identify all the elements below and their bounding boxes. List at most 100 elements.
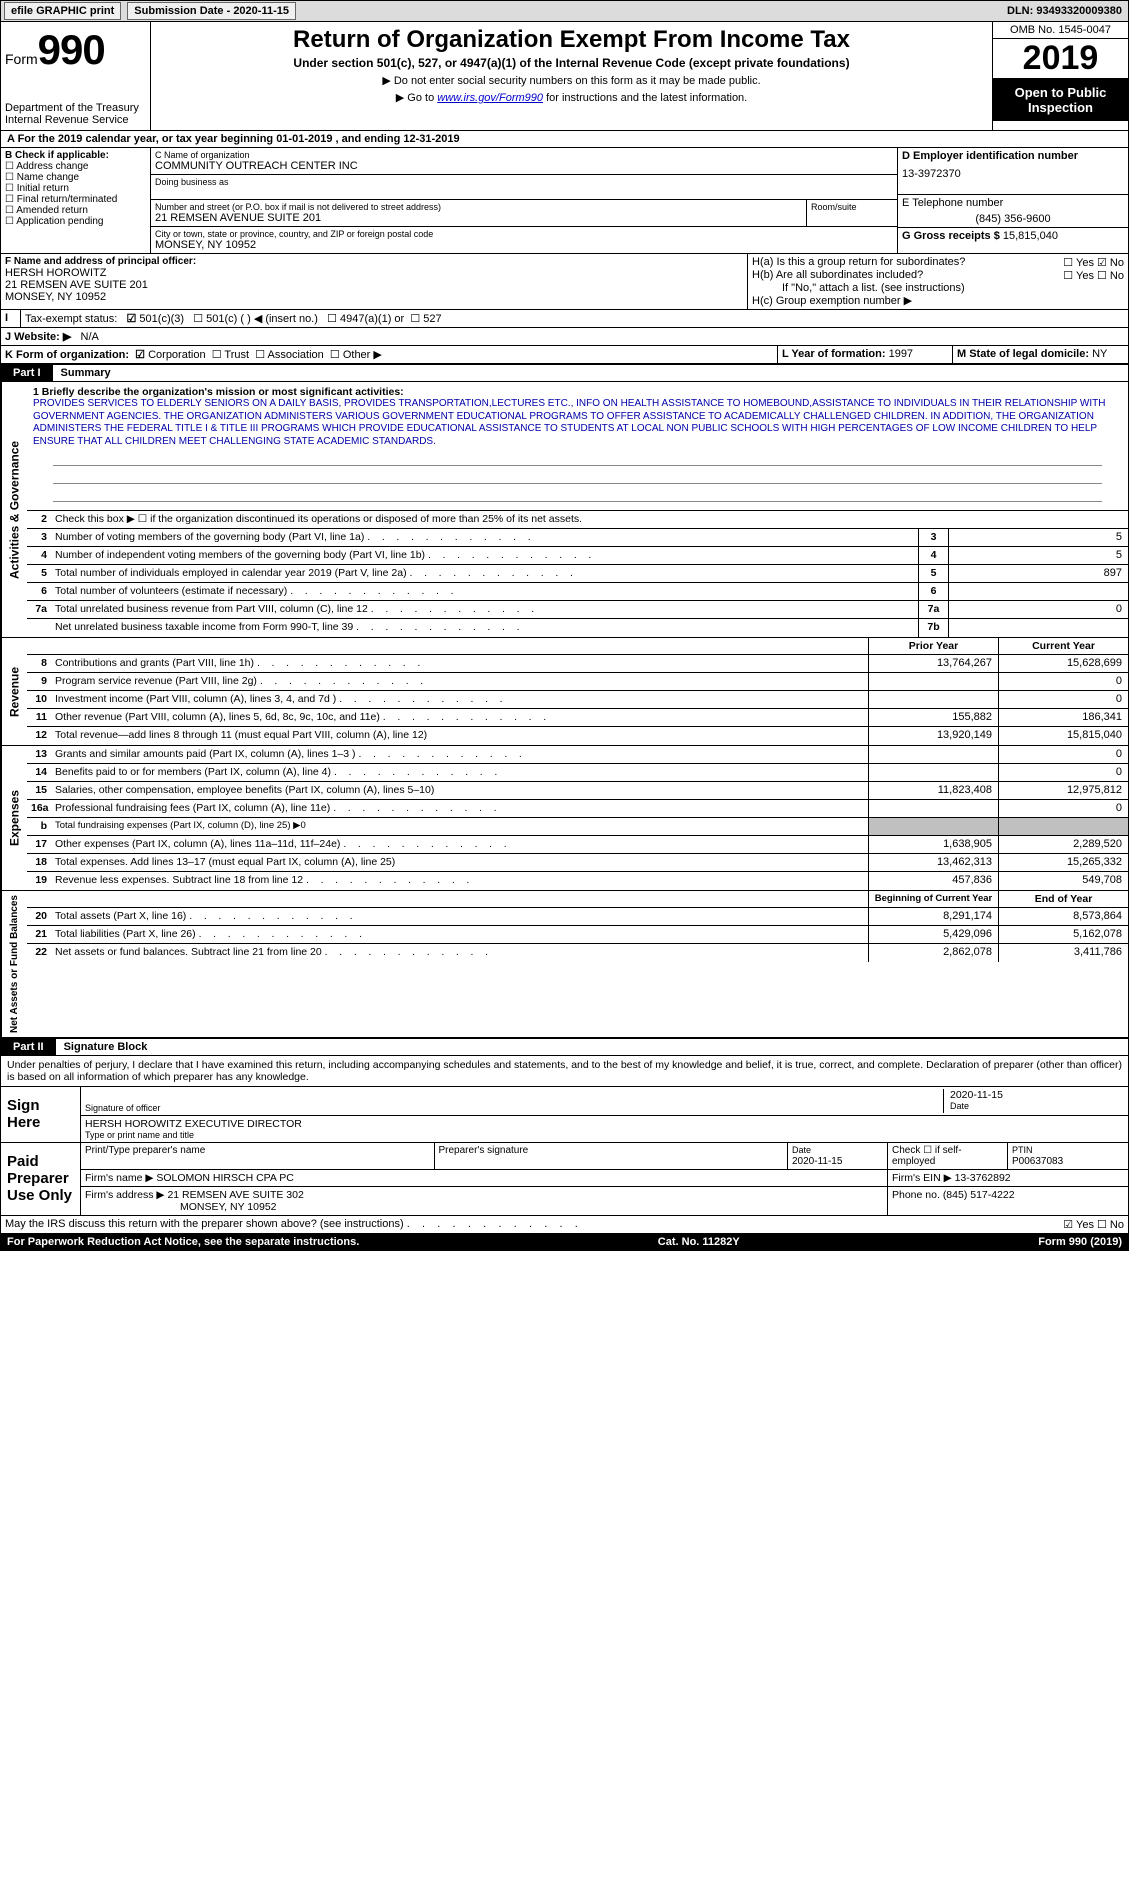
line-3-box: 3 — [918, 529, 948, 546]
efile-print-button[interactable]: efile GRAPHIC print — [4, 2, 121, 20]
header-left: Form990 Department of the Treasury Inter… — [1, 22, 151, 130]
h-b-yesno[interactable] — [1063, 269, 1124, 282]
line-6-text: Total number of volunteers (estimate if … — [51, 583, 918, 600]
line-10-a — [868, 691, 998, 708]
line-17-a: 1,638,905 — [868, 836, 998, 853]
line-4-text: Number of independent voting members of … — [51, 547, 918, 564]
city-value: MONSEY, NY 10952 — [155, 239, 893, 251]
dept-irs: Internal Revenue Service — [5, 114, 146, 126]
discuss-text: May the IRS discuss this return with the… — [5, 1218, 578, 1230]
mission-label: 1 Briefly describe the organization's mi… — [33, 386, 1122, 398]
tax-exempt-label: Tax-exempt status: — [25, 313, 117, 325]
ssn-note: ▶ Do not enter social security numbers o… — [155, 74, 988, 87]
chk-name-change[interactable]: Name change — [5, 172, 146, 183]
form990-link[interactable]: www.irs.gov/Form990 — [437, 92, 543, 104]
line-12-a: 13,920,149 — [868, 727, 998, 745]
line-11-b: 186,341 — [998, 709, 1128, 726]
line-22-text: Net assets or fund balances. Subtract li… — [51, 944, 868, 962]
room-label: Room/suite — [811, 202, 893, 212]
chk-application-pending[interactable]: Application pending — [5, 216, 146, 227]
tax-period: A For the 2019 calendar year, or tax yea… — [0, 131, 1129, 148]
org-info-block: B Check if applicable: Address change Na… — [0, 148, 1129, 254]
col-end-year: End of Year — [998, 891, 1128, 907]
line-5-val: 897 — [948, 565, 1128, 582]
part2-title: Signature Block — [64, 1041, 148, 1053]
box-f: F Name and address of principal officer:… — [1, 254, 748, 309]
line-11-text: Other revenue (Part VIII, column (A), li… — [51, 709, 868, 726]
h-a-label: H(a) Is this a group return for subordin… — [752, 256, 965, 269]
chk-trust[interactable]: Trust — [212, 349, 249, 361]
website-row: J Website: ▶ N/A — [0, 328, 1129, 346]
box-b: B Check if applicable: Address change Na… — [1, 148, 151, 253]
line-13-a — [868, 746, 998, 763]
line-9-text: Program service revenue (Part VIII, line… — [51, 673, 868, 690]
chk-501c3[interactable]: 501(c)(3) — [127, 313, 185, 325]
line-16b-text: Total fundraising expenses (Part IX, col… — [51, 818, 868, 835]
part2-tag: Part II — [1, 1039, 56, 1055]
expenses-block: Expenses 13Grants and similar amounts pa… — [0, 746, 1129, 891]
col-begin-year: Beginning of Current Year — [868, 891, 998, 907]
footer-mid: Cat. No. 11282Y — [658, 1236, 740, 1248]
firm-name-value: SOLOMON HIRSCH CPA PC — [156, 1172, 294, 1184]
discuss-yesno[interactable]: ☑ Yes ☐ No — [978, 1216, 1128, 1233]
website-value: N/A — [81, 331, 99, 343]
dba-label: Doing business as — [155, 177, 893, 187]
chk-501c[interactable]: 501(c) ( ) ◀ (insert no.) — [193, 313, 318, 325]
chk-527[interactable]: 527 — [410, 313, 441, 325]
line-2: Check this box ▶ ☐ if the organization d… — [51, 511, 1128, 528]
mission-block: 1 Briefly describe the organization's mi… — [27, 382, 1128, 511]
line-22-b: 3,411,786 — [998, 944, 1128, 962]
line-16a-a — [868, 800, 998, 817]
dln-label: DLN: 93493320009380 — [1007, 5, 1122, 17]
h-a-yesno[interactable] — [1063, 256, 1124, 269]
officer-group-row: F Name and address of principal officer:… — [0, 254, 1129, 310]
line-13-b: 0 — [998, 746, 1128, 763]
line-18-a: 13,462,313 — [868, 854, 998, 871]
form-header: Form990 Department of the Treasury Inter… — [0, 22, 1129, 131]
footer: For Paperwork Reduction Act Notice, see … — [0, 1234, 1129, 1251]
chk-final-return[interactable]: Final return/terminated — [5, 194, 146, 205]
revenue-block: Revenue Prior YearCurrent Year 8Contribu… — [0, 638, 1129, 746]
line-21-b: 5,162,078 — [998, 926, 1128, 943]
line-8-b: 15,628,699 — [998, 655, 1128, 672]
line-13-text: Grants and similar amounts paid (Part IX… — [51, 746, 868, 763]
h-c-label: H(c) Group exemption number ▶ — [752, 294, 1124, 307]
chk-address-change[interactable]: Address change — [5, 161, 146, 172]
chk-amended-return[interactable]: Amended return — [5, 205, 146, 216]
chk-other[interactable]: Other ▶ — [330, 349, 382, 361]
line-12-b: 15,815,040 — [998, 727, 1128, 745]
footer-right: Form 990 (2019) — [1038, 1236, 1122, 1248]
line-6-val — [948, 583, 1128, 600]
paid-preparer-label: Paid Preparer Use Only — [1, 1143, 81, 1215]
side-net-assets: Net Assets or Fund Balances — [1, 891, 27, 1037]
instructions-link-row: ▶ Go to www.irs.gov/Form990 for instruct… — [155, 91, 988, 104]
dept-treasury: Department of the Treasury — [5, 102, 146, 114]
line-21-a: 5,429,096 — [868, 926, 998, 943]
line-5-box: 5 — [918, 565, 948, 582]
gross-receipts-value: 15,815,040 — [1003, 230, 1058, 242]
street-value: 21 REMSEN AVENUE SUITE 201 — [155, 212, 802, 224]
chk-corp[interactable]: Corporation — [135, 349, 205, 361]
part1-title: Summary — [61, 367, 111, 379]
chk-assoc[interactable]: Association — [255, 349, 324, 361]
chk-4947[interactable]: 4947(a)(1) or — [327, 313, 404, 325]
goto-post: for instructions and the latest informat… — [543, 92, 747, 104]
line-9-b: 0 — [998, 673, 1128, 690]
line-15-text: Salaries, other compensation, employee b… — [51, 782, 868, 799]
line-19-b: 549,708 — [998, 872, 1128, 890]
goto-pre: ▶ Go to — [396, 92, 437, 104]
open-public-inspection: Open to Public Inspection — [993, 79, 1128, 121]
line-10-b: 0 — [998, 691, 1128, 708]
box-c: C Name of organization COMMUNITY OUTREAC… — [151, 148, 898, 253]
prep-date-label: Date — [792, 1145, 811, 1155]
line-16b-a — [868, 818, 998, 835]
prep-self-emp[interactable]: Check ☐ if self-employed — [888, 1143, 1008, 1170]
ein-label: D Employer identification number — [902, 150, 1124, 162]
chk-initial-return[interactable]: Initial return — [5, 183, 146, 194]
firm-phone-value: (845) 517-4222 — [943, 1189, 1015, 1201]
line-20-text: Total assets (Part X, line 16) — [51, 908, 868, 925]
line-7a-val: 0 — [948, 601, 1128, 618]
form-number: 990 — [38, 26, 105, 73]
sign-here-label: Sign Here — [1, 1087, 81, 1142]
footer-left: For Paperwork Reduction Act Notice, see … — [7, 1236, 359, 1248]
